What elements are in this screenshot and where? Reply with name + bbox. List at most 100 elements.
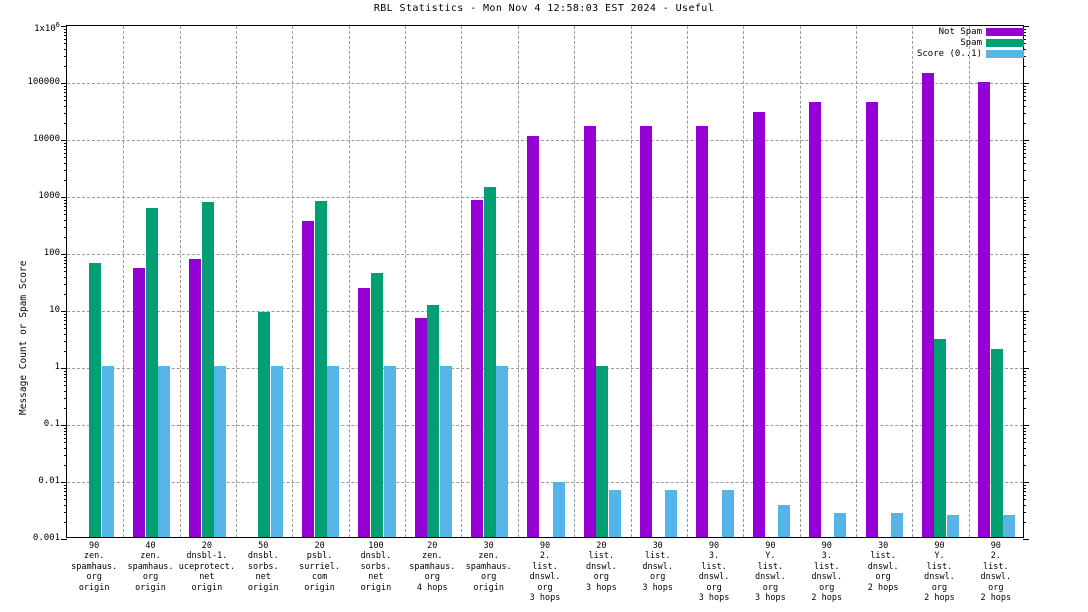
bar-not-spam [414,317,427,537]
y-tick-minor [64,105,67,107]
gridline-horizontal [67,254,1023,255]
x-axis-labels: 90 zen. spamhaus. org origin 40 zen. spam… [66,541,1024,611]
y-tick-minor [64,266,67,268]
y-tick-minor [64,169,67,171]
chart-legend: Not Spam Spam Score (0..1) [866,27,1024,60]
x-axis-tick-label: 30 list. dnswl. org 3 hops [642,541,674,593]
y-tick-minor [64,454,67,456]
y-tick-minor [64,407,67,409]
bar-spam [370,272,383,537]
bar-not-spam [301,221,314,537]
y-tick-minor-right [1023,494,1026,496]
x-axis-tick-label: 90 3. list. dnswl. org 3 hops [698,541,730,604]
y-tick-minor [64,340,67,342]
y-tick-minor-right [1023,95,1026,97]
y-tick-minor [64,283,67,285]
y-tick-minor-right [1023,38,1026,40]
gridline-horizontal [67,368,1023,369]
y-tick-major [61,26,67,27]
y-tick-minor-right [1023,323,1026,325]
bar-score [608,490,621,537]
y-tick-minor [64,145,67,147]
gridline-horizontal [67,482,1023,483]
y-tick-minor-right [1023,511,1026,513]
bar-score [834,513,847,537]
y-tick-minor [64,202,67,204]
y-tick-minor-right [1023,179,1026,181]
y-tick-minor [64,34,67,36]
y-tick-minor [64,427,67,429]
bar-not-spam [978,82,991,537]
y-tick-minor-right [1023,447,1026,449]
x-axis-tick-label: 20 dnsbl-1. uceprotect. net origin [178,541,236,593]
y-tick-minor-right [1023,256,1026,258]
gridline-horizontal [67,140,1023,141]
y-tick-minor-right [1023,43,1026,45]
y-tick-minor [64,380,67,382]
bar-score [947,515,960,537]
y-tick-minor [64,28,67,30]
y-tick-minor [64,323,67,325]
y-tick-minor-right [1023,380,1026,382]
y-tick-minor-right [1023,236,1026,238]
y-axis-title-container: Message Count or Spam Score [8,25,29,538]
y-tick-minor-right [1023,499,1026,501]
bar-not-spam [640,125,653,537]
y-tick-minor-right [1023,142,1026,144]
legend-row-spam: Spam [866,38,1024,48]
y-tick-minor-right [1023,328,1026,330]
y-tick-minor-right [1023,100,1026,102]
y-tick-minor [64,276,67,278]
y-tick-minor [64,48,67,50]
y-tick-minor-right [1023,34,1026,36]
gridline-vertical [630,26,632,537]
y-tick-minor-right [1023,145,1026,147]
bar-not-spam [921,72,934,537]
y-tick-minor [64,370,67,372]
x-axis-tick-label: 20 psbl. surriel. com origin [299,541,341,593]
y-tick-major [61,482,67,483]
y-tick-minor-right [1023,105,1026,107]
bar-spam [990,348,1003,537]
legend-row-score: Score (0..1) [866,49,1024,59]
y-tick-minor [64,430,67,432]
y-tick-minor [64,122,67,124]
y-tick-minor [64,390,67,392]
gridline-vertical [405,26,407,537]
bar-spam [934,338,947,537]
gridline-vertical [179,26,181,537]
y-tick-minor-right [1023,373,1026,375]
y-tick-minor-right [1023,162,1026,164]
y-tick-minor [64,85,67,87]
y-axis-tick-label: 10000 [32,134,60,144]
y-tick-minor-right [1023,91,1026,93]
y-axis-title: Message Count or Spam Score [18,260,29,415]
x-axis-tick-label: 40 zen. spamhaus. org origin [127,541,174,593]
bar-spam [314,201,327,537]
y-tick-minor-right [1023,199,1026,201]
y-tick-minor [64,205,67,207]
bar-score [214,366,227,537]
gridline-vertical [912,26,914,537]
gridline-vertical [574,26,576,537]
y-tick-minor-right [1023,490,1026,492]
y-tick-minor [64,376,67,378]
y-tick-minor [64,271,67,273]
y-tick-minor-right [1023,437,1026,439]
y-tick-minor-right [1023,316,1026,318]
y-tick-minor [64,91,67,93]
y-tick-minor-right [1023,370,1026,372]
y-tick-minor-right [1023,169,1026,171]
bar-score [439,366,452,537]
y-tick-minor [64,262,67,264]
y-tick-major-right [1023,539,1029,540]
y-tick-minor [64,219,67,221]
y-tick-minor-right [1023,157,1026,159]
y-tick-minor-right [1023,31,1026,33]
x-axis-tick-label: 90 Y. list. dnswl. org 2 hops [924,541,955,604]
x-axis-tick-label: 90 2. list. dnswl. org 2 hops [980,541,1012,604]
y-tick-minor [64,350,67,352]
y-tick-major-right [1023,83,1029,84]
y-tick-minor-right [1023,219,1026,221]
